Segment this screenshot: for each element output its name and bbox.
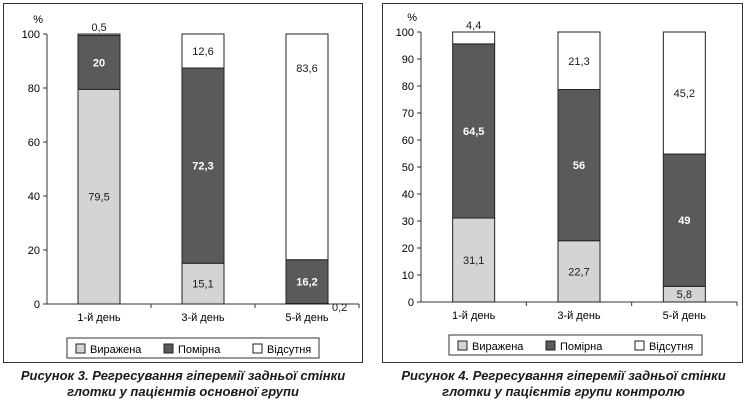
x-tick-label: 5-й день (285, 312, 329, 324)
y-unit-label: % (407, 12, 417, 24)
x-tick-label: 3-й день (181, 312, 225, 324)
legend-swatch (163, 343, 174, 354)
x-tick-label: 1-й день (77, 312, 121, 324)
y-tick-label: 60 (402, 135, 414, 147)
y-tick-label: 100 (396, 27, 414, 39)
data-label: 4,4 (466, 20, 481, 32)
bar-segment (557, 89, 601, 242)
data-label: 79,5 (88, 192, 109, 204)
caption-line: Рисунок 3. Регресування гіперемії задньо… (20, 368, 346, 383)
y-unit-label: % (33, 14, 43, 26)
bar-segment (181, 33, 225, 69)
legend-label: Відсутня (267, 344, 311, 356)
y-tick-label: 10 (402, 270, 414, 282)
figure-caption-right: Рисунок 4. Регресування гіперемії задньо… (380, 368, 747, 400)
bar-segment (557, 240, 601, 303)
data-label: 83,6 (296, 63, 317, 75)
bar-segment (452, 31, 496, 45)
y-tick-label: 70 (402, 108, 414, 120)
data-label: 15,1 (192, 279, 213, 291)
legend-label: Виражена (472, 341, 524, 353)
legend-swatch (545, 340, 556, 351)
y-tick-label: 40 (402, 189, 414, 201)
data-label: 49 (678, 215, 690, 227)
data-label: 0,5 (91, 22, 106, 34)
caption-line: Рисунок 4. Регресування гіперемії задньо… (401, 368, 726, 383)
bar-segment (662, 153, 706, 287)
bar-segment (181, 67, 225, 264)
data-label: 20 (93, 57, 105, 69)
data-label: 16,2 (296, 277, 317, 289)
y-tick-label: 90 (402, 54, 414, 66)
y-tick-label: 80 (28, 83, 40, 95)
y-tick-label: 80 (402, 81, 414, 93)
bar-segment (557, 31, 601, 91)
data-label: 31,1 (463, 255, 484, 267)
legend-label: Помірна (560, 341, 603, 353)
x-tick-label: 3-й день (557, 310, 601, 322)
legend-swatch (252, 343, 263, 354)
figure-caption-left: Рисунок 3. Регресування гіперемії задньо… (0, 368, 366, 400)
legend-swatch (75, 343, 86, 354)
y-tick-label: 40 (28, 191, 40, 203)
data-label: 0,2 (332, 302, 347, 314)
bar-segment (285, 259, 329, 304)
y-tick-label: 30 (402, 216, 414, 228)
bar-segment (77, 33, 121, 36)
bar-segment (662, 31, 706, 155)
legend-swatch (457, 340, 468, 351)
caption-line: глотки у пацієнтів групи контролю (442, 384, 685, 399)
data-label: 45,2 (674, 88, 695, 100)
chart-panel-right: % 0 10 20 30 40 50 60 70 80 90 100 1-й день 31,1 64,5 4… (380, 0, 747, 410)
bar-segment (285, 33, 329, 261)
bar-segment (77, 88, 121, 305)
data-label: 22,7 (568, 266, 589, 278)
legend-label: Виражена (90, 344, 142, 356)
chart-right: % 0 10 20 30 40 50 60 70 80 90 100 1-й день 31,1 64,5 4… (396, 12, 738, 356)
y-tick-label: 0 (34, 299, 40, 311)
x-tick-label: 5-й день (663, 310, 707, 322)
data-label: 21,3 (568, 56, 589, 68)
chart-panel-left: % 0 20 40 60 80 100 1-й день 79,5 20 0,5 3-й день 15… (0, 0, 366, 410)
y-tick-label: 50 (402, 162, 414, 174)
chart-left: % 0 20 40 60 80 100 1-й день 79,5 20 0,5 3-й день 15… (22, 14, 360, 359)
caption-line: глотки у пацієнтів основної групи (67, 384, 299, 399)
bar-segment (452, 217, 496, 303)
data-label: 72,3 (192, 161, 213, 173)
x-tick-label: 1-й день (452, 310, 496, 322)
data-label: 64,5 (463, 126, 484, 138)
data-label: 5,8 (677, 289, 692, 301)
y-tick-label: 20 (28, 245, 40, 257)
legend-label: Відсутня (649, 341, 693, 353)
data-label: 12,6 (192, 46, 213, 58)
legend-swatch (634, 340, 645, 351)
legend-label: Помірна (178, 344, 221, 356)
chart-frame-right: % 0 10 20 30 40 50 60 70 80 90 100 1-й день 31,1 64,5 4… (382, 3, 743, 363)
bar-segment (181, 262, 225, 305)
data-label: 56 (573, 160, 585, 172)
bar-segment (77, 34, 121, 90)
y-tick-label: 20 (402, 243, 414, 255)
y-tick-label: 0 (408, 297, 414, 309)
chart-frame-left: % 0 20 40 60 80 100 1-й день 79,5 20 0,5 3-й день 15… (3, 3, 363, 363)
y-tick-label: 60 (28, 137, 40, 149)
y-tick-label: 100 (22, 29, 40, 41)
